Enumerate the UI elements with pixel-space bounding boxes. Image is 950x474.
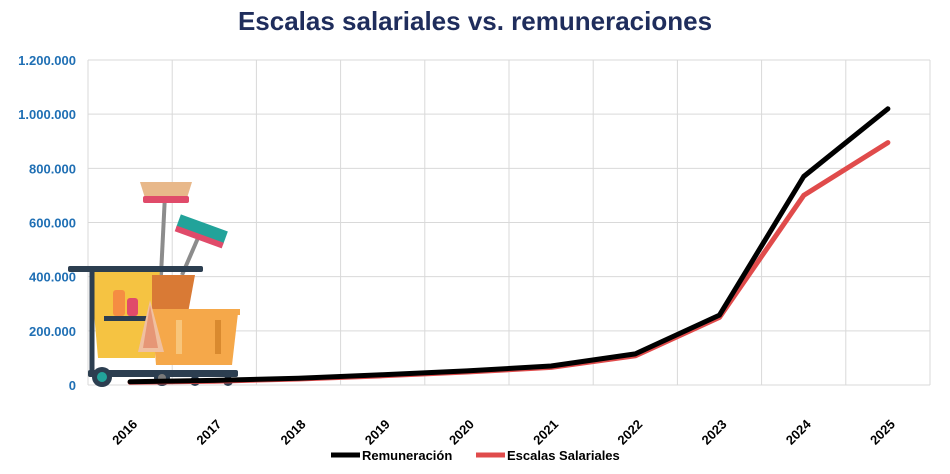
y-tick-label: 600.000 [29,216,76,231]
y-tick-label: 800.000 [29,161,76,176]
y-tick-label: 400.000 [29,270,76,285]
x-tick-label: 2016 [109,417,140,448]
y-tick-label: 200.000 [29,324,76,339]
x-tick-label: 2021 [530,417,561,448]
y-tick-label: 0 [69,378,76,393]
x-tick-label: 2017 [193,417,224,448]
legend-label-remuneracion: Remuneración [362,448,452,463]
y-axis-ticks: 0 200.000 400.000 600.000 800.000 1.000.000 1.… [18,53,76,393]
gridlines [87,59,931,386]
x-tick-label: 2020 [446,417,477,448]
x-tick-label: 2022 [614,417,645,448]
legend: Remuneración Escalas Salariales [331,448,620,463]
x-axis-ticks: 2016 2017 2018 2019 2020 2021 2022 2023 2024 2025 [109,416,898,448]
legend-label-escalas: Escalas Salariales [507,448,620,463]
x-tick-label: 2025 [867,417,898,448]
chart-title: Escalas salariales vs. remuneraciones [237,6,713,36]
cleaning-cart-icon [68,182,240,387]
x-tick-label: 2024 [783,416,815,448]
y-tick-label: 1.200.000 [18,53,76,68]
x-tick-label: 2023 [699,417,730,448]
y-tick-label: 1.000.000 [18,107,76,122]
x-tick-label: 2018 [278,417,309,448]
x-tick-label: 2019 [362,417,393,448]
series-lines [127,106,891,385]
series-line-remuneracion [127,106,891,385]
